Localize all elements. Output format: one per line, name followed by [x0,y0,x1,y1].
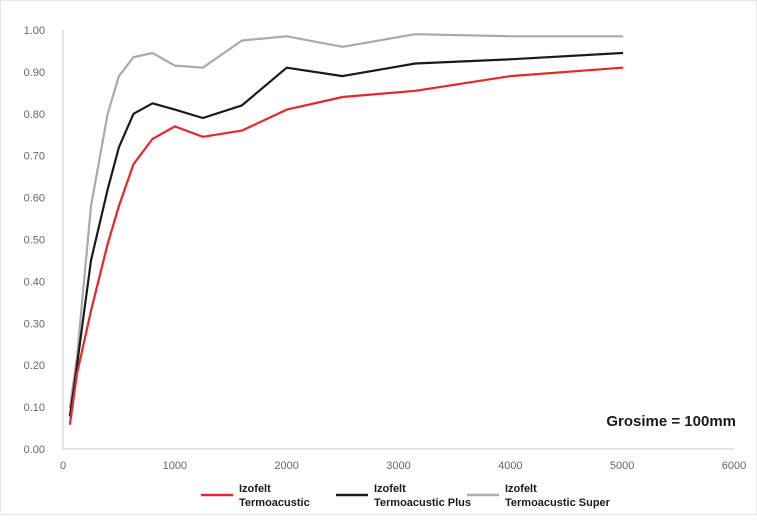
series-line [68,66,624,425]
legend-label: Izofelt Termoacustic [239,483,310,509]
y-tick-label: 0.70 [24,151,45,163]
y-tick-label: 0.20 [24,360,45,372]
y-tick-label: 1.00 [24,25,45,37]
x-tick-label: 0 [60,460,66,472]
x-tick-label: 6000 [722,460,746,472]
y-tick-label: 0.90 [24,67,45,79]
x-tick-labels: 0 1000 2000 3000 4000 5000 6000 [60,460,746,472]
x-tick-label: 1000 [163,460,187,472]
y-tick-label: 0.30 [24,318,45,330]
x-tick-label: 3000 [386,460,410,472]
x-tick-label: 5000 [610,460,634,472]
series-line [68,33,624,409]
series-line [68,51,624,417]
legend-label: Izofelt Termoacustic Plus [374,483,471,509]
series-lines [68,33,624,425]
legend: Izofelt Termoacustic Izofelt Termoacustic P… [201,483,611,509]
y-tick-labels: 0.00 0.10 0.20 0.30 0.40 0.50 0.60 0.70 0.80 0.90… [24,25,45,456]
legend-label: Izofelt Termoacustic Super [505,483,611,509]
thickness-annotation: Grosime = 100mm [606,413,736,430]
y-tick-label: 0.10 [24,402,45,414]
y-tick-label: 0.40 [24,276,45,288]
x-tick-label: 4000 [498,460,522,472]
y-tick-label: 0.50 [24,235,45,247]
x-tick-label: 2000 [274,460,298,472]
y-tick-label: 0.80 [24,109,45,121]
y-tick-label: 0.00 [24,444,45,456]
y-tick-label: 0.60 [24,193,45,205]
